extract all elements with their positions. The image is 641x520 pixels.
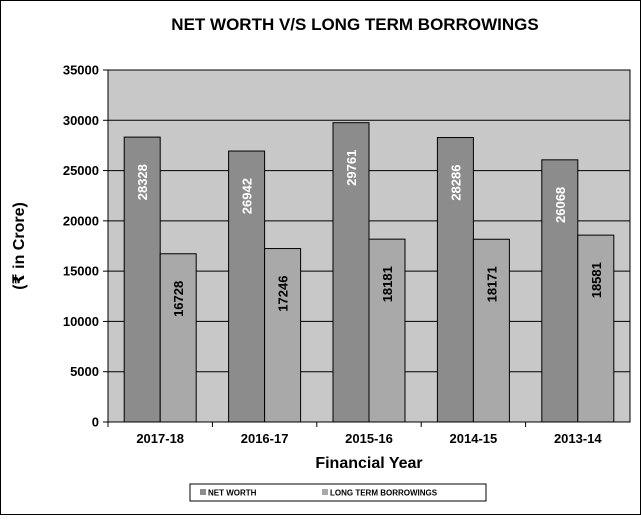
y-tick-label-25000: 25000 <box>63 163 99 178</box>
y-axis-ticks: 0 5000 10000 15000 20000 25000 30000 35000 <box>63 63 108 430</box>
x-tick-label-2016-17: 2016-17 <box>241 431 289 446</box>
legend-box <box>189 483 487 502</box>
data-label-net-worth-2014-15: 28286 <box>448 165 463 201</box>
bar-long-term-borrowings-2017-18 <box>159 253 197 423</box>
bar-long-term-borrowings-2013-14 <box>577 234 615 423</box>
bar-net-worth-2016-17 <box>228 150 266 423</box>
y-tick-label-0: 0 <box>92 415 99 430</box>
legend-label-net-worth: NET WORTH <box>208 489 257 498</box>
x-axis-ticks: 2017-18 2016-17 2015-16 2014-15 2013-14 <box>107 421 630 446</box>
bar-net-worth-2013-14 <box>541 159 579 423</box>
data-label-net-worth-2017-18: 28328 <box>135 164 150 200</box>
data-label-long-term-borrowings-2014-15: 18171 <box>484 266 499 302</box>
y-tick-label-5000: 5000 <box>70 364 99 379</box>
legend-label-long-term-borrowings: LONG TERM BORROWINGS <box>330 489 438 498</box>
data-label-long-term-borrowings-2015-16: 18181 <box>380 266 395 302</box>
x-tick-label-2014-15: 2014-15 <box>450 431 498 446</box>
bar-long-term-borrowings-2014-15 <box>472 238 510 423</box>
bar-long-term-borrowings-2015-16 <box>368 238 406 423</box>
bar-net-worth-2015-16 <box>332 122 370 423</box>
data-label-long-term-borrowings-2017-18: 16728 <box>171 281 186 317</box>
y-tick-label-20000: 20000 <box>63 213 99 228</box>
x-tick-label-2015-16: 2015-16 <box>345 431 393 446</box>
x-tick-label-2013-14: 2013-14 <box>554 431 602 446</box>
x-axis-title: Financial Year <box>315 455 422 472</box>
data-label-long-term-borrowings-2016-17: 17246 <box>276 276 291 312</box>
legend: NET WORTH LONG TERM BORROWINGS <box>189 483 487 502</box>
chart-title: NET WORTH V/S LONG TERM BORROWINGS <box>171 15 538 34</box>
x-tick-label-2017-18: 2017-18 <box>136 431 184 446</box>
y-tick-label-10000: 10000 <box>63 314 99 329</box>
data-label-net-worth-2013-14: 26068 <box>553 187 568 223</box>
y-tick-label-30000: 30000 <box>63 113 99 128</box>
y-tick-label-15000: 15000 <box>63 264 99 279</box>
bars: 28328 16728 26942 17246 29761 18181 28286 18171… <box>123 122 615 423</box>
legend-swatch-long-term-borrowings <box>322 489 328 495</box>
data-label-long-term-borrowings-2013-14: 18581 <box>589 262 604 298</box>
y-axis-title: (₹ in Crore) <box>11 202 28 290</box>
bar-long-term-borrowings-2016-17 <box>264 248 302 423</box>
data-label-net-worth-2015-16: 29761 <box>344 150 359 186</box>
y-tick-label-35000: 35000 <box>63 63 99 78</box>
legend-swatch-net-worth <box>200 489 206 495</box>
data-label-net-worth-2016-17: 26942 <box>240 178 255 214</box>
bar-net-worth-2014-15 <box>436 137 474 423</box>
